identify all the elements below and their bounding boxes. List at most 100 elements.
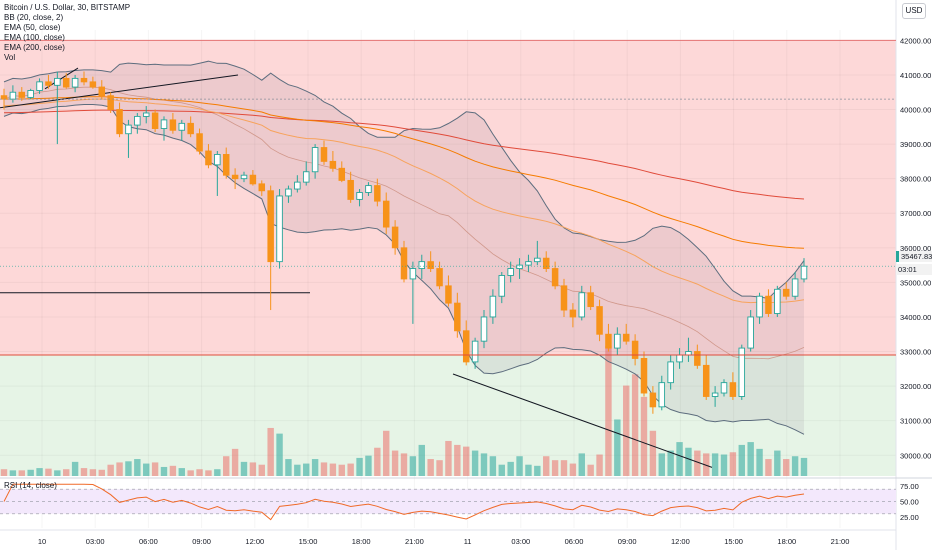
candle-body <box>569 309 577 318</box>
candle-body <box>240 174 248 180</box>
candle-body <box>694 351 701 366</box>
candle-body <box>791 278 799 297</box>
candle-body <box>427 261 434 270</box>
candle-body <box>445 285 452 304</box>
volume-bar <box>596 454 603 476</box>
volume-bar <box>480 453 488 476</box>
volume-bar <box>489 456 497 476</box>
indicator-ema200[interactable]: EMA (200, close) <box>4 43 65 52</box>
candle-body <box>0 95 8 100</box>
volume-bar <box>187 470 194 476</box>
candle-body <box>116 109 123 135</box>
time-tick-label: 18:00 <box>352 537 371 546</box>
volume-bar <box>738 444 745 476</box>
candle-body <box>142 112 150 117</box>
ema-200-line <box>3 109 805 200</box>
candle-body <box>560 285 568 311</box>
volume-bar <box>347 463 354 476</box>
candle-body <box>738 347 746 397</box>
bollinger-upper <box>3 60 805 299</box>
volume-bar <box>703 453 710 476</box>
volume-bar <box>720 454 728 476</box>
indicator-ema100[interactable]: EMA (100, close) <box>4 33 65 42</box>
time-tick-label: 09:00 <box>618 537 637 546</box>
volume-bar <box>267 427 274 476</box>
volume-bar <box>694 450 701 476</box>
indicator-ema50[interactable]: EMA (50, close) <box>4 23 61 32</box>
volume-bar <box>285 459 292 476</box>
time-tick-label: 11 <box>464 537 472 546</box>
candle-body <box>676 354 683 363</box>
volume-bar <box>311 459 319 476</box>
volume-bar <box>160 466 168 476</box>
candle-body <box>436 268 443 287</box>
price-tick-label: 40000.00 <box>900 106 931 115</box>
support-zone <box>0 354 896 476</box>
candle-body <box>631 340 639 359</box>
candle-body <box>151 112 159 129</box>
candle-body <box>231 174 239 180</box>
chart-legend: Bitcoin / U.S. Dollar, 30, BITSTAMP BB (… <box>4 3 130 63</box>
currency-button[interactable]: USD <box>902 3 926 19</box>
candle-body <box>480 316 488 342</box>
trend-lines[interactable] <box>0 67 713 468</box>
volume-bar <box>774 450 781 476</box>
volume-bar <box>711 453 719 476</box>
candle-body <box>587 292 594 308</box>
time-tick-label: 03:00 <box>86 537 105 546</box>
indicator-bb[interactable]: BB (20, close, 2) <box>4 13 64 22</box>
volume-bar <box>383 430 390 476</box>
price-tick-label: 37000.00 <box>900 209 931 218</box>
volume-bar <box>116 462 123 476</box>
volume-bar <box>329 463 337 476</box>
volume-bar <box>791 456 799 476</box>
volume-bar <box>303 463 310 476</box>
time-tick-label: 21:00 <box>405 537 424 546</box>
candle-body <box>107 95 114 110</box>
candle-body <box>685 351 692 356</box>
candle-body <box>489 295 497 318</box>
rsi-levels <box>0 477 932 515</box>
volume-bar <box>54 470 61 476</box>
volume-bar <box>169 465 177 476</box>
volume-bar <box>400 453 408 476</box>
trend-line <box>0 74 239 109</box>
candle-body <box>409 268 417 280</box>
candle-body <box>169 119 177 131</box>
time-axis[interactable]: 10 03:00 06:00 09:00 12:00 15:00 18:00 21:00 11 0… <box>0 529 896 546</box>
candle-body <box>125 124 132 135</box>
volume-bar <box>36 468 43 476</box>
volume-bar <box>498 464 505 476</box>
time-tick-label: 12:00 <box>245 537 264 546</box>
volume-bar <box>143 463 150 476</box>
price-tick-label: 41000.00 <box>900 71 931 80</box>
price-axis[interactable]: 42000.00 41000.00 40000.00 39000.00 38000.00… <box>895 0 931 550</box>
price-tick-label: 30000.00 <box>900 451 931 460</box>
volume-bar <box>223 456 230 476</box>
candle-body <box>178 122 186 131</box>
volume-bar <box>560 460 568 476</box>
volume-bar <box>800 457 808 476</box>
indicator-vol[interactable]: Vol <box>4 53 16 62</box>
price-tick-label: 42000.00 <box>900 36 931 45</box>
candle-body <box>276 195 283 263</box>
rsi-title[interactable]: RSI (14, close) <box>4 481 57 490</box>
volume-bar <box>658 453 665 476</box>
candle-body <box>542 257 550 270</box>
candle-body <box>720 382 728 394</box>
current-price-label: 35467.83 <box>896 251 932 262</box>
candle-body <box>89 81 97 88</box>
volume-bar <box>525 464 532 476</box>
price-tick-label: 38000.00 <box>900 175 931 184</box>
volume-bar <box>640 396 648 476</box>
volume-bar <box>765 459 772 476</box>
time-tick-label: 15:00 <box>299 537 318 546</box>
volume-bar <box>320 462 328 476</box>
candle-body <box>747 316 754 349</box>
volume-bar <box>258 464 265 476</box>
candle-body <box>365 185 372 193</box>
volume-bar <box>729 452 737 476</box>
volume-bar <box>276 433 283 476</box>
volume-bar <box>0 469 8 476</box>
